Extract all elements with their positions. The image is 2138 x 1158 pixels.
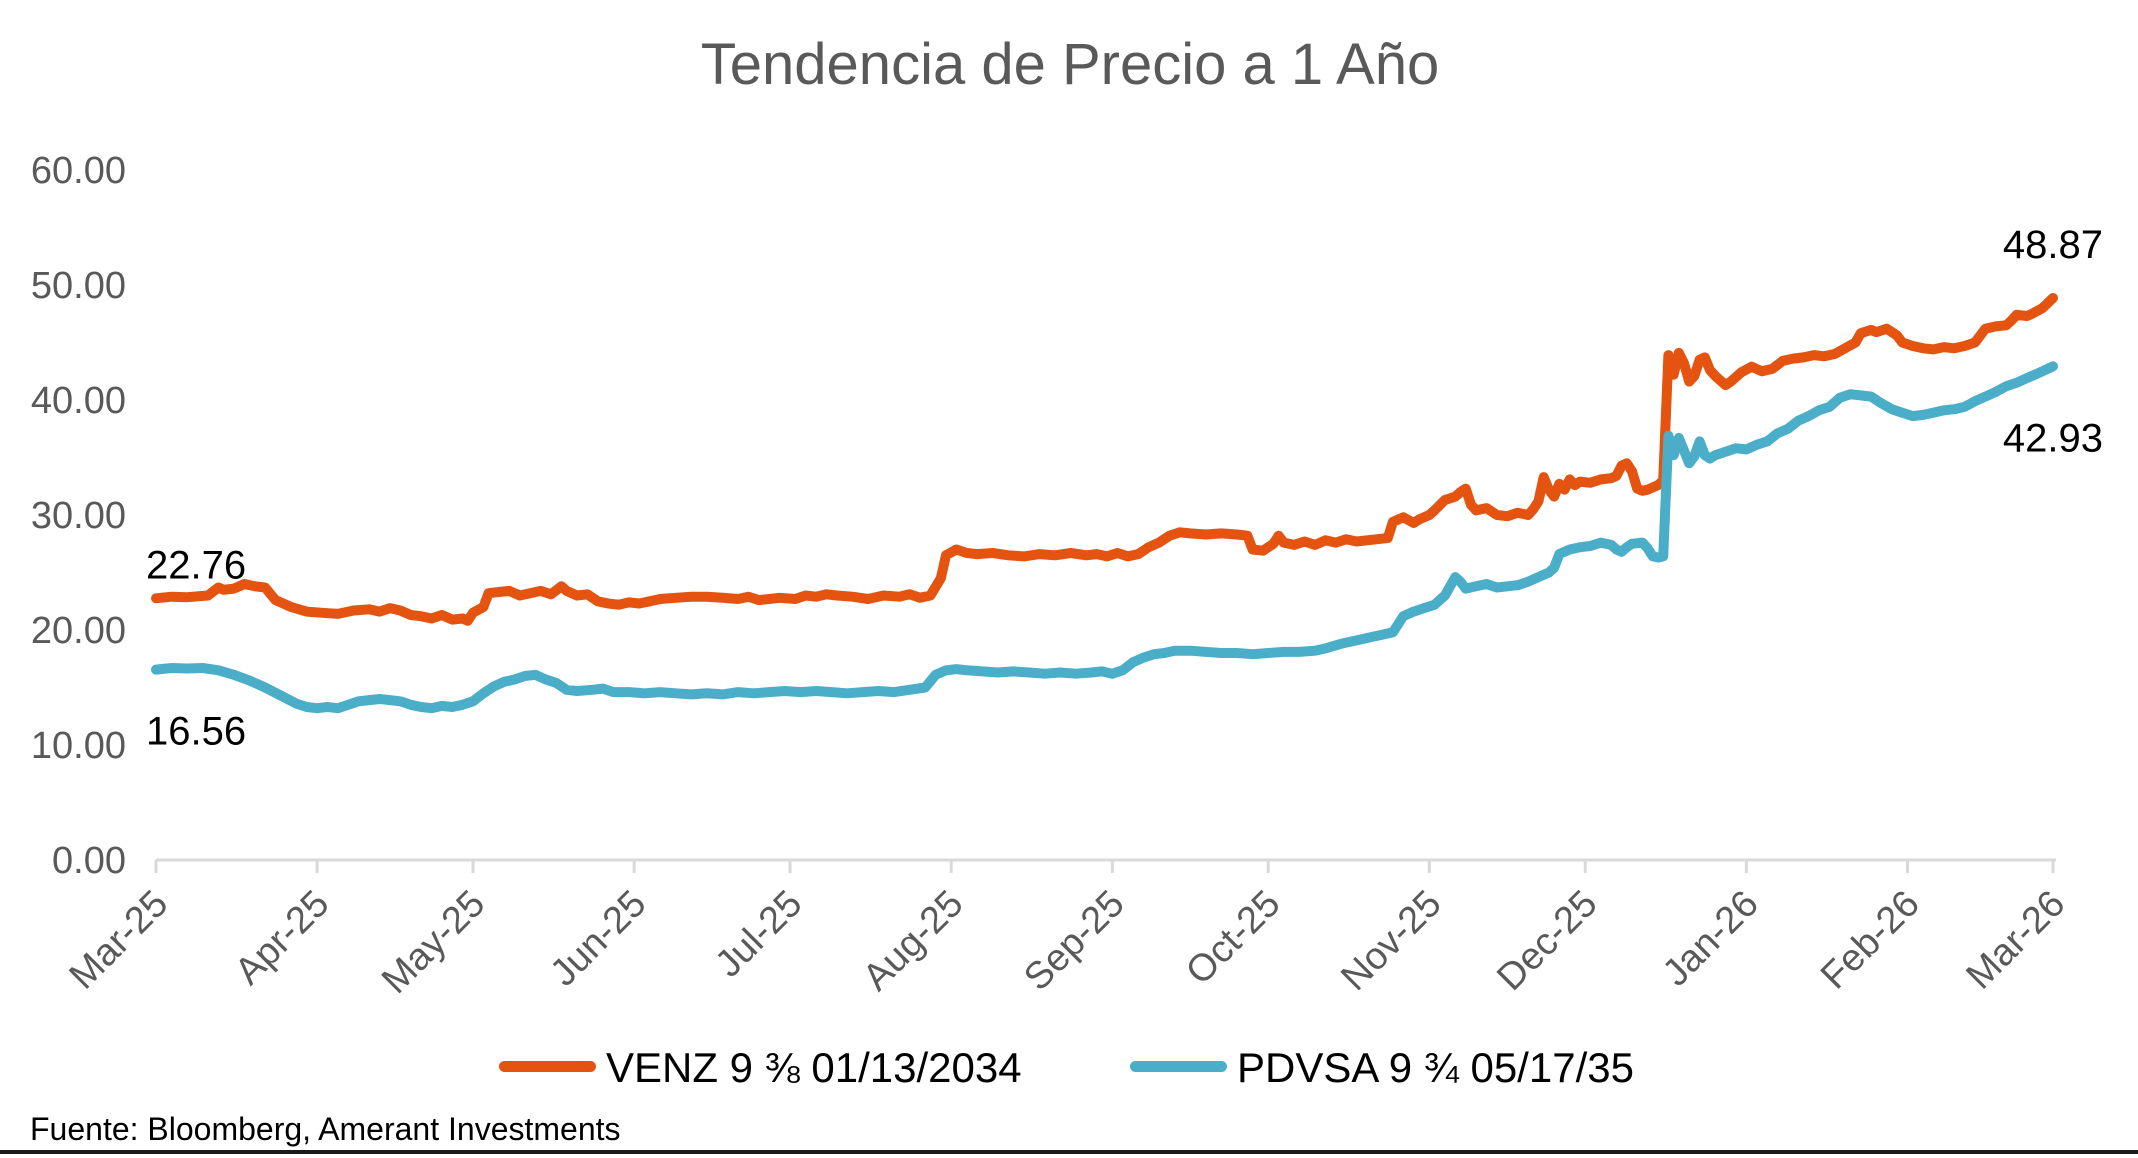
data-labels: 22.76 16.56 48.87 42.93 <box>146 223 2103 754</box>
x-tick-label: Oct-25 <box>1178 883 1288 993</box>
x-tick-label: Jul-25 <box>708 883 811 986</box>
y-axis-labels: 0.00 10.00 20.00 30.00 40.00 50.00 60.00 <box>31 150 126 882</box>
pdvsa-line <box>151 361 2058 714</box>
x-tick-label: Mar-26 <box>1959 883 2074 998</box>
x-tick-label: May-25 <box>374 883 493 1002</box>
x-tick-label: Mar-25 <box>62 883 177 998</box>
x-tick-label: Aug-25 <box>855 883 971 999</box>
x-tick-label: Jan-26 <box>1655 883 1767 995</box>
x-tick-label: Dec-25 <box>1489 883 1605 999</box>
y-tick-label: 60.00 <box>31 150 126 192</box>
legend-label-venz: VENZ 9 ⅜ 01/13/2034 <box>606 1044 1022 1091</box>
x-axis <box>154 858 2056 873</box>
data-label-venz-22.76: 22.76 <box>146 543 246 587</box>
legend-swatch-venz <box>499 1061 596 1072</box>
x-tick-label: Feb-26 <box>1813 883 1928 998</box>
legend-label-pdvsa: PDVSA 9 ¾ 05/17/35 <box>1237 1044 1634 1091</box>
series-lines <box>151 293 2058 714</box>
x-axis-labels: Mar-25 Apr-25 May-25 Jun-25 Jul-25 Aug-25 Sep-… <box>62 883 2074 1002</box>
bottom-rule <box>0 1150 2138 1154</box>
x-tick-label: Sep-25 <box>1016 883 1132 999</box>
y-tick-label: 0.00 <box>52 840 126 882</box>
venz-line <box>151 293 2058 626</box>
data-label-pdvsa-42.93: 42.93 <box>2003 416 2103 460</box>
legend-item-pdvsa: PDVSA 9 ¾ 05/17/35 <box>1130 1044 1634 1091</box>
source-note: Fuente: Bloomberg, Amerant Investments <box>30 1111 621 1147</box>
y-tick-label: 20.00 <box>31 610 126 652</box>
x-tick-label: Apr-25 <box>227 883 337 993</box>
y-tick-label: 30.00 <box>31 495 126 537</box>
chart-legend: VENZ 9 ⅜ 01/13/2034 PDVSA 9 ¾ 05/17/35 <box>499 1044 1634 1091</box>
y-tick-label: 40.00 <box>31 380 126 422</box>
legend-swatch-pdvsa <box>1130 1061 1227 1072</box>
x-tick-label: Nov-25 <box>1333 883 1449 999</box>
y-tick-label: 50.00 <box>31 265 126 307</box>
data-label-venz-48.87: 48.87 <box>2003 223 2103 267</box>
legend-item-venz: VENZ 9 ⅜ 01/13/2034 <box>499 1044 1022 1091</box>
data-label-pdvsa-16.56: 16.56 <box>146 710 246 754</box>
x-tick-label: Jun-25 <box>543 883 655 995</box>
y-tick-label: 10.00 <box>31 725 126 767</box>
chart-title: Tendencia de Precio a 1 Año <box>701 32 1439 97</box>
